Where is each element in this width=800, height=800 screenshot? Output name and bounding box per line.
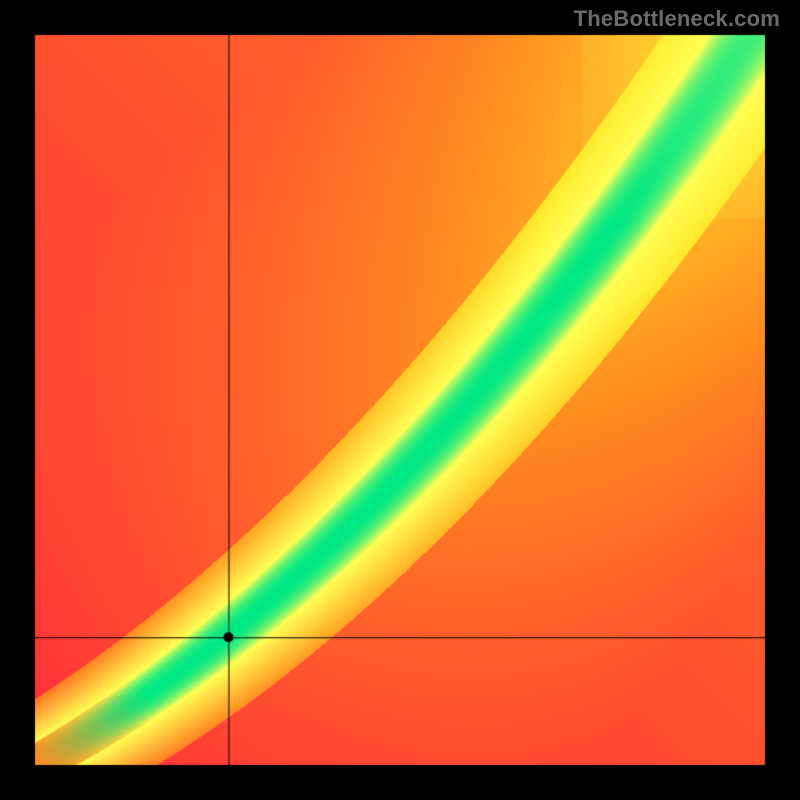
watermark-text: TheBottleneck.com xyxy=(574,6,780,32)
chart-container: TheBottleneck.com xyxy=(0,0,800,800)
heatmap-canvas xyxy=(0,0,800,800)
